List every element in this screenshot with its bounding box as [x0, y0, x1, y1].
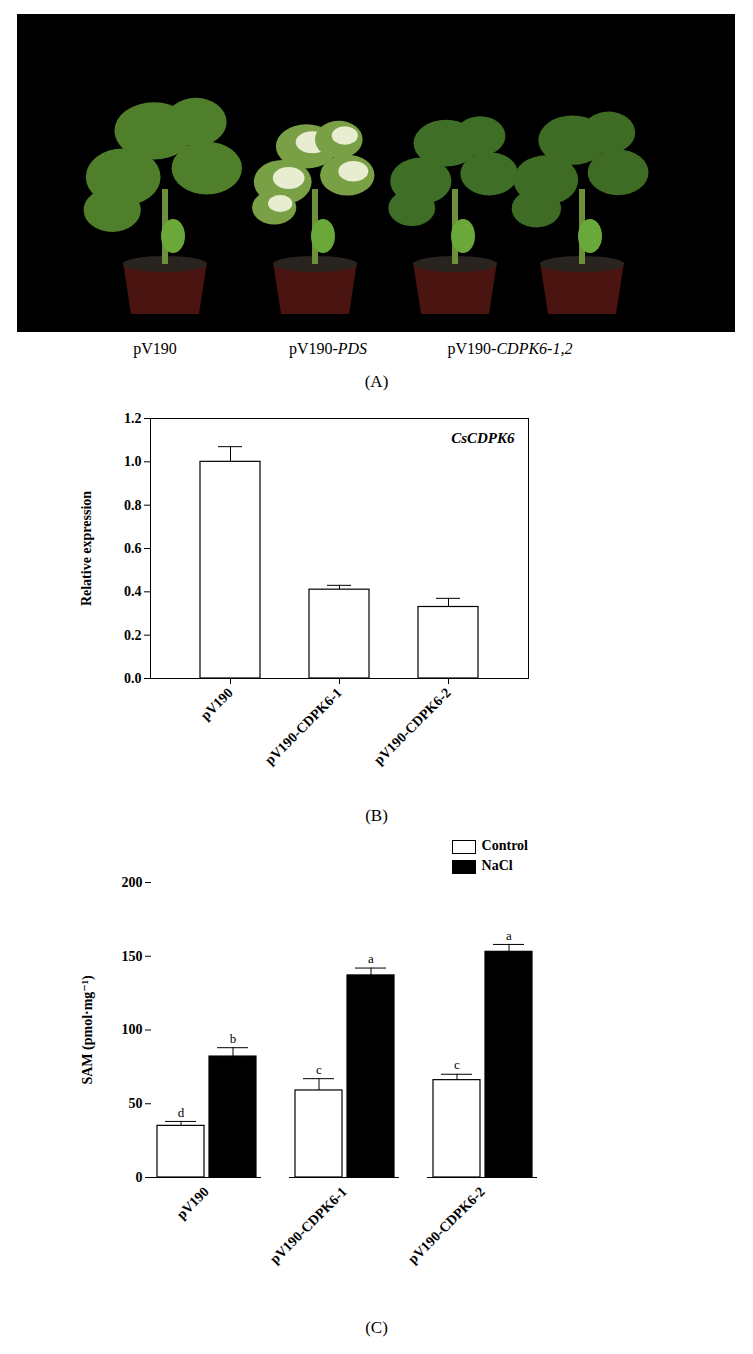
- svg-text:100: 100: [122, 1022, 143, 1037]
- svg-text:a: a: [506, 928, 512, 943]
- svg-text:pV190-CDPK6-2: pV190-CDPK6-2: [371, 685, 454, 768]
- svg-text:a: a: [368, 951, 374, 966]
- svg-text:50: 50: [129, 1096, 143, 1111]
- html-text:(C): (C): [365, 1318, 388, 1337]
- html-text:pV190: pV190: [133, 340, 177, 357]
- svg-text:CsCDPK6: CsCDPK6: [451, 430, 515, 446]
- html-text:pV190- PDS: pV190- PDS: [288, 340, 368, 357]
- svg-text:150: 150: [122, 949, 143, 964]
- html-text:Control: Control: [481, 838, 528, 853]
- svg-text:1.2: 1.2: [124, 411, 142, 426]
- svg-text:pV190: pV190: [198, 685, 236, 723]
- svg-text:pV190: pV190: [174, 1184, 212, 1222]
- svg-text:Relative expression: Relative expression: [79, 491, 94, 606]
- svg-text:200: 200: [122, 875, 143, 890]
- svg-text:pV190-CDPK6-2: pV190-CDPK6-2: [405, 1184, 488, 1267]
- svg-text:0.8: 0.8: [124, 498, 142, 513]
- svg-text:0: 0: [136, 1170, 143, 1185]
- svg-text:c: c: [454, 1057, 460, 1072]
- svg-text:pV190-CDPK6-1: pV190-CDPK6-1: [262, 685, 345, 768]
- html-text:pV190- CDPK6-1,2: pV190- CDPK6-1,2: [447, 340, 573, 357]
- html-text:NaCl: NaCl: [481, 858, 513, 873]
- svg-text:0.6: 0.6: [124, 541, 142, 556]
- svg-text:1.0: 1.0: [124, 454, 142, 469]
- svg-text:0.4: 0.4: [124, 584, 142, 599]
- html-text:(B): (B): [365, 806, 388, 825]
- svg-text:b: b: [230, 1031, 237, 1046]
- svg-text:SAM (pmol·mg⁻¹): SAM (pmol·mg⁻¹): [80, 975, 96, 1085]
- svg-text:0.0: 0.0: [124, 671, 142, 686]
- svg-text:d: d: [178, 1105, 185, 1120]
- html-text:(A): (A): [364, 372, 389, 391]
- svg-text:c: c: [316, 1062, 322, 1077]
- svg-text:pV190-CDPK6-1: pV190-CDPK6-1: [267, 1184, 350, 1267]
- svg-text:0.2: 0.2: [124, 628, 142, 643]
